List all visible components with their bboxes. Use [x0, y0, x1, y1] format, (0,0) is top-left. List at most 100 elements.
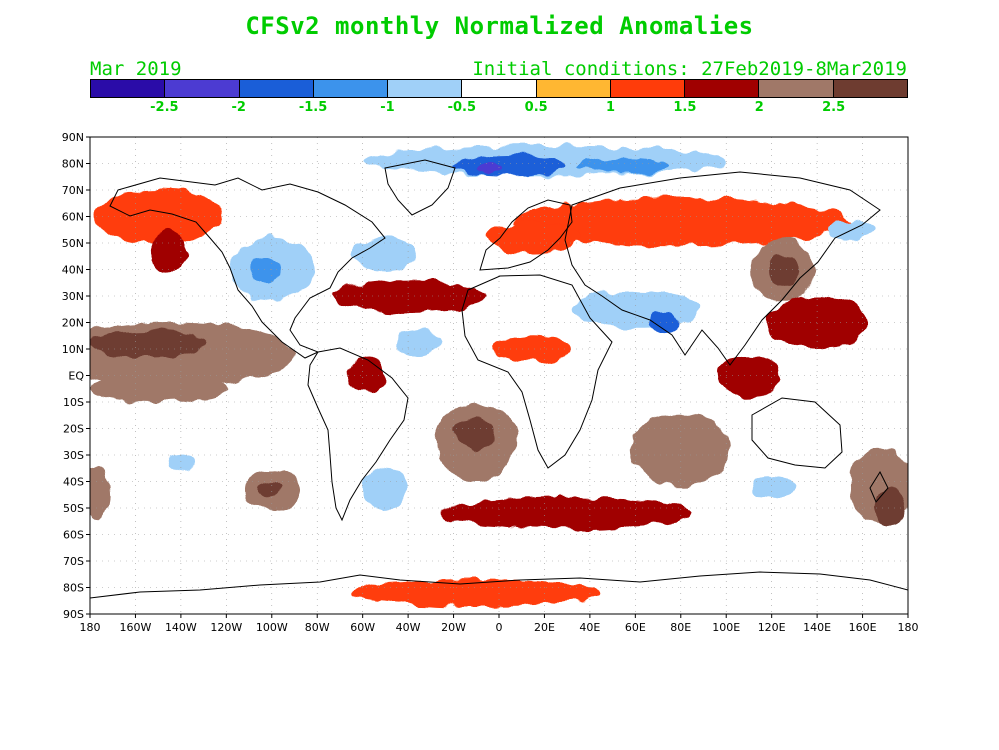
- latitude-label: 10N: [62, 343, 84, 356]
- latitude-label: 20S: [63, 423, 84, 436]
- latitude-label: 30N: [62, 290, 84, 303]
- map-axes: 90N 80N 70N 60N 50N 40N 30N 20N 10N EQ 10S 20S 30S 40…: [62, 131, 919, 634]
- latitude-label: 60S: [63, 529, 84, 542]
- coast-greenland: [384, 159, 456, 216]
- southwest-pacific-extreme: [873, 489, 906, 527]
- coast-australia: [751, 397, 843, 469]
- longitude-label: 80W: [305, 621, 330, 634]
- longitude-label: 40W: [396, 621, 421, 634]
- latitude-label: 40N: [62, 264, 84, 277]
- gulf-alaska-hot: [151, 229, 188, 273]
- colorbar-segment: [165, 80, 240, 97]
- south-pacific-extreme-blob: [260, 481, 284, 498]
- colorbar-labels: -2.5 -2 -1.5 -1 -0.5 0.5 1 1.5 2 2.5: [90, 100, 908, 118]
- coast-north-america: [109, 177, 386, 359]
- colorbar-segment: [536, 80, 611, 97]
- south-atlantic-extreme: [455, 417, 497, 450]
- east-pacific-extreme: [90, 330, 204, 357]
- coast-new-zealand: [869, 470, 889, 503]
- latitude-label: 10S: [63, 396, 84, 409]
- latitude-label: 70S: [63, 555, 84, 568]
- anomaly-field: [90, 144, 908, 607]
- coast-europe: [479, 199, 573, 271]
- latitude-label: 80N: [62, 158, 84, 171]
- colorbar-tick-label: 1: [606, 100, 616, 115]
- north-africa-warm: [492, 335, 574, 363]
- longitude-label: 60E: [625, 621, 646, 634]
- south-pacific-cold: [167, 452, 195, 474]
- latitude-label: 50S: [63, 502, 84, 515]
- southern-ocean-hot-band: [442, 497, 693, 530]
- coastlines: [90, 159, 908, 599]
- latitude-label: 20N: [62, 317, 84, 330]
- longitude-label: 160W: [120, 621, 152, 634]
- latitude-label: 40S: [63, 476, 84, 489]
- labrador-cold: [353, 237, 418, 270]
- colorbar-tick-label: 2.5: [822, 100, 846, 115]
- latitude-label: 90N: [62, 131, 84, 144]
- longitude-label: 140W: [165, 621, 197, 634]
- latitude-label: 90S: [63, 608, 84, 621]
- colorbar-tick-label: -1: [380, 100, 395, 115]
- longitude-label: 120W: [210, 621, 242, 634]
- alaska-warm: [94, 190, 222, 243]
- colorbar: [90, 79, 908, 98]
- longitude-label: 180: [80, 621, 101, 634]
- longitude-label: 0: [496, 621, 503, 634]
- colorbar-tick-label: -2.5: [150, 100, 179, 115]
- colorbar-tick-label: -1.5: [298, 100, 328, 115]
- longitude-label: 80E: [670, 621, 691, 634]
- coast-africa: [461, 274, 613, 469]
- latitude-label: 60N: [62, 211, 84, 224]
- latitude-label: 30S: [63, 449, 84, 462]
- coast-south-america: [307, 347, 409, 522]
- latitude-label: 80S: [63, 582, 84, 595]
- colorbar-tick-label: 2: [754, 100, 764, 115]
- brazil-warm: [346, 356, 388, 395]
- graticule: [90, 137, 908, 614]
- longitude-label: 60W: [350, 621, 375, 634]
- colorbar-segment: [239, 80, 314, 97]
- initial-conditions-label: Initial conditions: 27Feb2019-8Mar2019: [472, 58, 907, 80]
- far-south-pacific-hot: [90, 468, 109, 522]
- longitude-label: 100W: [256, 621, 288, 634]
- chart-title: CFSv2 monthly Normalized Anomalies: [245, 12, 754, 40]
- australia-south-cold: [748, 476, 795, 498]
- equatorial-pacific-hot: [90, 375, 227, 402]
- antarctic-warm: [351, 579, 602, 607]
- longitude-label: 160E: [849, 621, 877, 634]
- longitude-label: 140E: [803, 621, 831, 634]
- arctic-core-negative: [476, 163, 499, 175]
- colorbar-segment: [462, 80, 537, 97]
- colorbar-segment: [91, 80, 166, 97]
- month-label: Mar 2019: [90, 58, 182, 80]
- europe-warm: [487, 221, 579, 254]
- colorbar-segment: [759, 80, 834, 97]
- latitude-label: 70N: [62, 184, 84, 197]
- siberia-negative: [578, 158, 670, 175]
- east-asia-extreme: [769, 253, 797, 286]
- colorbar-segment: [610, 80, 686, 97]
- argentina-cold: [362, 465, 409, 508]
- longitude-label: 120E: [758, 621, 786, 634]
- colorbar-segment: [388, 80, 463, 97]
- maritime-continent-hot: [717, 354, 781, 397]
- colorbar-tick-label: -2: [231, 100, 246, 115]
- arctic-strong-negative: [453, 155, 568, 177]
- colorbar-segment: [685, 80, 760, 97]
- colorbar-tick-label: 0.5: [524, 100, 548, 115]
- longitude-label: 20E: [534, 621, 555, 634]
- colorbar-tick-label: -0.5: [447, 100, 477, 115]
- west-pacific-hot: [767, 296, 868, 349]
- longitude-label: 180: [898, 621, 919, 634]
- coast-antarctica: [90, 571, 908, 599]
- india-cold-core: [646, 311, 679, 334]
- coast-asia: [564, 171, 881, 366]
- colorbar-segment: [313, 80, 389, 97]
- longitude-label: 100E: [712, 621, 740, 634]
- latitude-label: 50N: [62, 237, 84, 250]
- longitude-label: 40E: [579, 621, 600, 634]
- latitude-label: EQ: [68, 370, 84, 383]
- middle-east-cold: [571, 290, 699, 328]
